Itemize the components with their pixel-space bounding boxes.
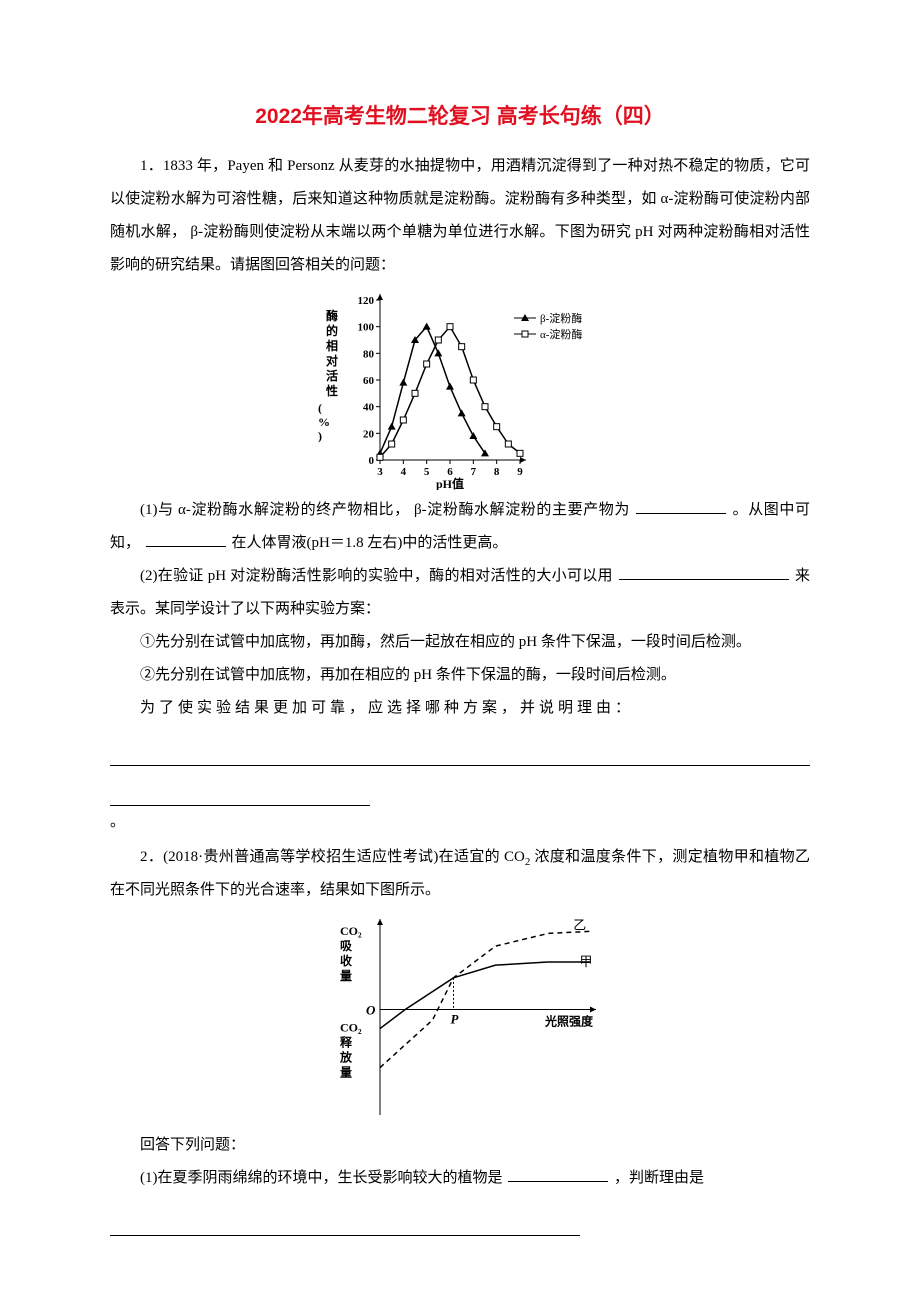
q1-ask: 为了使实验结果更加可靠，应选择哪种方案，并说明理由： [110, 692, 810, 725]
svg-text:收: 收 [340, 953, 352, 968]
svg-text:的: 的 [326, 323, 338, 338]
svg-text:释: 释 [340, 1035, 353, 1050]
svg-text:5: 5 [424, 466, 430, 478]
blank [619, 564, 789, 580]
svg-text:量: 量 [340, 969, 352, 983]
svg-text:9: 9 [517, 466, 523, 478]
chart-light-photosynthesis: CO₂吸收量CO₂释放量O光照强度甲乙P [310, 915, 610, 1125]
svg-text:P: P [451, 1012, 460, 1027]
svg-text:放: 放 [339, 1050, 353, 1065]
page-title: 2022年高考生物二轮复习 高考长句练（四） [110, 100, 810, 130]
svg-text:对: 对 [326, 353, 338, 368]
svg-text:20: 20 [363, 428, 375, 440]
svg-text:性: 性 [325, 383, 338, 398]
svg-text:乙: 乙 [573, 918, 586, 933]
q2-p1b: ，判断理由是 [614, 1170, 704, 1186]
svg-text:8: 8 [494, 466, 500, 478]
svg-text:60: 60 [363, 375, 375, 387]
svg-text:3: 3 [377, 466, 383, 478]
svg-text:120: 120 [358, 295, 375, 307]
svg-text:0: 0 [369, 455, 375, 467]
q1-part2: (2)在验证 pH 对淀粉酶活性影响的实验中，酶的相对活性的大小可以用 来表示。… [110, 560, 810, 626]
svg-text:O: O [366, 1003, 376, 1018]
svg-text:活: 活 [326, 368, 338, 383]
svg-text:吸: 吸 [340, 939, 353, 953]
q1-p2a: (2)在验证 pH 对淀粉酶活性影响的实验中，酶的相对活性的大小可以用 [140, 568, 613, 584]
blank [146, 531, 226, 547]
svg-text:α‑淀粉酶: α‑淀粉酶 [540, 327, 582, 341]
q2-stem: 2．(2018·贵州普通高等学校招生适应性考试)在适宜的 CO2 浓度和温度条件… [110, 841, 810, 907]
q2-stem-a: 2．(2018·贵州普通高等学校招生适应性考试)在适宜的 CO [140, 849, 525, 865]
q1-part1: (1)与 α‑淀粉酶水解淀粉的终产物相比， β‑淀粉酶水解淀粉的主要产物为 。从… [110, 494, 810, 560]
svg-text:光照强度: 光照强度 [544, 1014, 594, 1029]
svg-text:CO₂: CO₂ [340, 1021, 362, 1035]
answer-line [110, 739, 810, 766]
svg-text:β‑淀粉酶: β‑淀粉酶 [540, 311, 582, 325]
q1-p1c: 在人体胃液(pH＝1.8 左右)中的活性更高。 [232, 535, 508, 551]
q2-part1: (1)在夏季阴雨绵绵的环境中，生长受影响较大的植物是 ，判断理由是 [110, 1162, 810, 1195]
q1-option2: ②先分别在试管中加底物，再加在相应的 pH 条件下保温的酶，一段时间后检测。 [110, 659, 810, 692]
q2-answer-label: 回答下列问题： [110, 1129, 810, 1162]
svg-text:40: 40 [363, 402, 375, 414]
svg-text:量: 量 [340, 1066, 352, 1080]
q1-p1a: (1)与 α‑淀粉酶水解淀粉的终产物相比， β‑淀粉酶水解淀粉的主要产物为 [140, 502, 630, 518]
q2-p1a: (1)在夏季阴雨绵绵的环境中，生长受影响较大的植物是 [140, 1170, 503, 1186]
q1-option1: ①先分别在试管中加底物，再加酶，然后一起放在相应的 pH 条件下保温，一段时间后… [110, 626, 810, 659]
q1-stem: 1．1833 年，Payen 和 Personz 从麦芽的水抽提物中，用酒精沉淀… [110, 150, 810, 282]
svg-text:4: 4 [401, 466, 407, 478]
svg-text:甲: 甲 [580, 954, 593, 969]
svg-text:7: 7 [471, 466, 477, 478]
sub2: 2 [525, 856, 531, 868]
svg-text:CO₂: CO₂ [340, 924, 362, 938]
answer-line [110, 1209, 580, 1236]
period: 。 [110, 814, 125, 830]
document-page: 2022年高考生物二轮复习 高考长句练（四） 1．1833 年，Payen 和 … [0, 0, 920, 1302]
svg-text:100: 100 [358, 322, 375, 334]
blank [508, 1166, 608, 1182]
chart-ph-enzyme: 3456789020406080100120酶的相对活性(%)pH值β‑淀粉酶α… [310, 290, 610, 490]
blank [636, 498, 726, 514]
svg-text:酶: 酶 [326, 308, 338, 323]
svg-text:相: 相 [326, 338, 338, 353]
svg-text:%: % [318, 415, 330, 429]
svg-text:(: ( [318, 401, 322, 415]
svg-text:80: 80 [363, 348, 375, 360]
svg-text:): ) [318, 429, 322, 443]
svg-text:pH值: pH值 [436, 476, 464, 490]
answer-line [110, 780, 370, 807]
